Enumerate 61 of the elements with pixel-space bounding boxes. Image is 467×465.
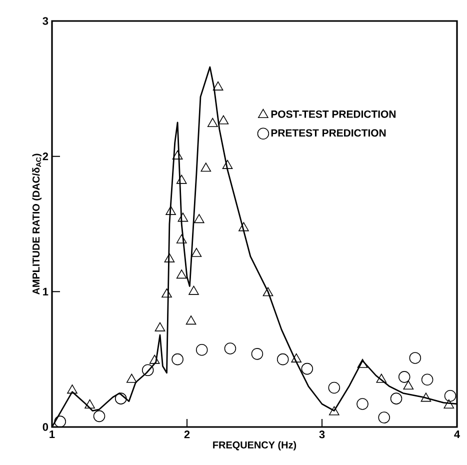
point bbox=[421, 374, 434, 386]
legend-label: PRETEST PREDICTION bbox=[271, 129, 386, 137]
x-tick-label: 4 bbox=[454, 430, 460, 438]
point bbox=[178, 212, 188, 222]
point bbox=[218, 115, 229, 124]
point bbox=[262, 287, 274, 296]
point bbox=[328, 382, 340, 394]
point bbox=[172, 353, 184, 366]
point bbox=[224, 342, 236, 354]
point bbox=[207, 118, 218, 127]
point bbox=[409, 352, 422, 364]
point bbox=[390, 392, 402, 404]
point bbox=[328, 406, 340, 416]
y-tick-label: 2 bbox=[42, 152, 48, 160]
point bbox=[162, 288, 172, 298]
point bbox=[186, 316, 196, 325]
point bbox=[291, 353, 302, 362]
point bbox=[200, 162, 212, 172]
y-tick-label: 0 bbox=[42, 423, 48, 431]
y-axis-title: AMPLITUDE RATIO (DAC/δ$_{AC}$) bbox=[32, 154, 42, 294]
point bbox=[172, 150, 183, 160]
point bbox=[376, 374, 387, 383]
point bbox=[191, 248, 202, 257]
x-axis-title: FREQUENCY (Hz) bbox=[213, 441, 296, 450]
y-tick-label: 1 bbox=[43, 288, 48, 296]
point bbox=[444, 399, 454, 408]
point bbox=[126, 374, 137, 383]
point bbox=[164, 253, 175, 262]
point bbox=[276, 353, 289, 366]
legend-label: POST-TEST PREDICTION bbox=[271, 110, 396, 118]
point bbox=[176, 270, 187, 279]
point bbox=[420, 392, 432, 402]
point bbox=[67, 384, 78, 394]
point bbox=[149, 354, 160, 364]
point bbox=[357, 358, 368, 368]
point bbox=[176, 174, 187, 184]
point bbox=[444, 390, 456, 402]
point bbox=[154, 322, 166, 332]
point bbox=[356, 398, 368, 410]
point bbox=[398, 371, 410, 383]
point bbox=[114, 392, 127, 404]
point bbox=[93, 410, 106, 422]
point bbox=[403, 380, 414, 390]
point bbox=[84, 399, 95, 408]
point bbox=[251, 348, 264, 360]
x-tick-label: 3 bbox=[319, 430, 325, 438]
point bbox=[378, 412, 390, 424]
point bbox=[166, 206, 176, 215]
y-tick-label: 3 bbox=[42, 17, 48, 25]
x-tick-label: 2 bbox=[184, 430, 190, 438]
x-tick-label: 1 bbox=[50, 430, 55, 438]
point bbox=[222, 160, 233, 169]
point bbox=[176, 234, 187, 244]
point bbox=[54, 416, 66, 428]
point bbox=[301, 362, 314, 375]
point bbox=[212, 81, 224, 90]
point bbox=[142, 364, 154, 376]
point bbox=[188, 286, 199, 295]
point bbox=[238, 222, 249, 232]
point bbox=[196, 344, 208, 356]
point bbox=[194, 214, 204, 224]
